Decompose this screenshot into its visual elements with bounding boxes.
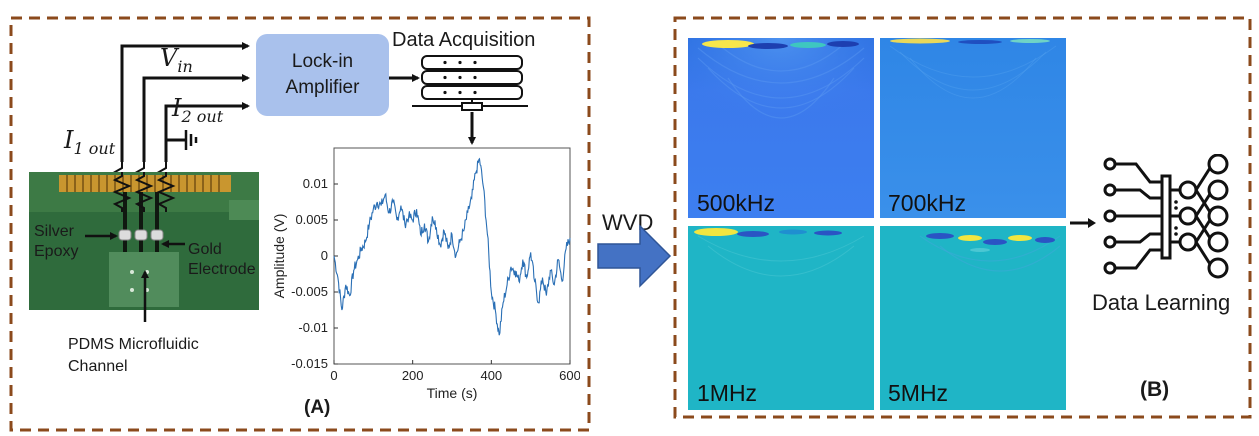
server-icon [412,55,528,111]
gold-electrode-label: Gold Electrode [188,240,256,280]
y-axis-label: Amplitude (V) [271,214,287,299]
to-learning-arrow [1070,218,1096,228]
freq-label-500khz: 500kHz [697,190,775,216]
gold-label-line1: Gold [188,241,222,258]
y-tick-label: 0 [321,248,328,263]
y-tick-label: -0.015 [291,356,328,371]
pdms-label-line2: Channel [68,358,128,375]
x-tick-label: 0 [330,368,337,383]
silver-label-line2: Epoxy [34,243,79,260]
x-tick-label: 200 [402,368,424,383]
i1-wire [142,74,250,162]
silver-epoxy-label: Silver Epoxy [34,222,78,262]
lockin-amplifier-box: Lock-in Amplifier [256,34,389,116]
photo-callout-arrows [85,232,185,322]
plot-frame [333,147,571,365]
freq-label-700khz: 700kHz [888,190,966,216]
lockin-label-line2: Amplifier [285,77,360,98]
freq-label-5mhz: 5MHz [888,380,949,406]
data-learning-icon [1103,154,1229,279]
data-learning-label: Data Learning [1092,290,1231,315]
freq-label-1mhz: 1MHz [697,380,758,406]
spectrogram-700khz [880,38,1066,218]
x-tick-label: 600 [559,368,580,383]
amplitude-chart: 0 200 400 600 0.01 0.005 0 -0.005 -0.01 -0.015 Tim… [271,147,580,401]
i2-label: I2 out [172,94,224,126]
y-tick-label: 0.01 [303,176,328,191]
spectrogram-1mhz [688,226,874,410]
x-axis-label: Time (s) [427,385,478,401]
panel-b-border [673,16,1252,419]
y-tick-label: 0.005 [295,212,328,227]
i2-wire [164,102,250,162]
daq-label: Data Acquisition [392,29,536,51]
pdms-label-line1: PDMS Microfluidic [68,336,199,353]
amplitude-series-line [333,157,571,336]
panel-a-label: (A) [304,397,331,418]
spectrogram-500khz [688,38,874,218]
i1-label: I1 out [64,126,116,158]
wvd-arrow [597,224,672,288]
pdms-label: PDMS Microfluidic Channel [68,334,199,378]
y-tick-label: -0.005 [291,284,328,299]
panel-b-label: (B) [1140,378,1170,401]
panel-a-border [9,16,591,432]
vin-label: Vin [160,44,193,76]
spectrogram-5mhz [880,226,1066,410]
vin-wire [120,42,250,162]
y-tick-label: -0.01 [298,320,328,335]
x-tick-label: 400 [480,368,502,383]
silver-label-line1: Silver [34,223,75,240]
gold-label-line2: Electrode [188,261,256,278]
lockin-label-line1: Lock-in [291,51,354,72]
